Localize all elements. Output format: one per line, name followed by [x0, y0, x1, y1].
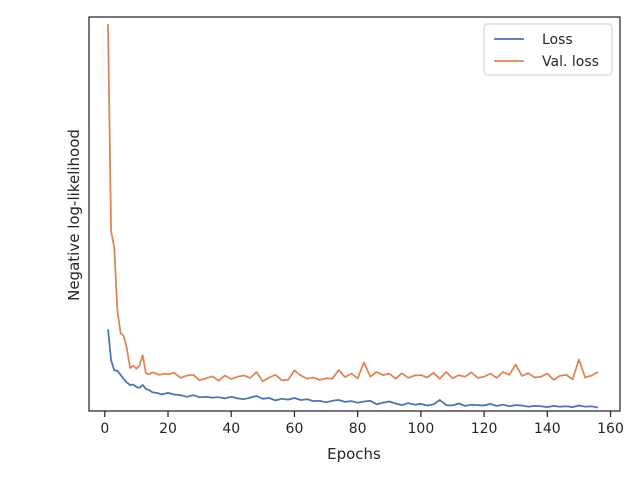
legend: Loss Val. loss [483, 23, 613, 76]
x-tick-label: 60 [286, 421, 304, 437]
x-axis: 0 20 40 60 80 100 120 140 160 [100, 411, 624, 437]
x-tick-label: 20 [159, 421, 177, 437]
x-tick-label: 40 [222, 421, 240, 437]
legend-label-loss: Loss [542, 32, 573, 48]
x-tick-label: 0 [100, 421, 109, 437]
legend-label-val-loss: Val. loss [542, 54, 599, 70]
x-tick-label: 120 [471, 421, 498, 437]
x-tick-label: 140 [534, 421, 561, 437]
axes-frame [88, 16, 621, 412]
x-tick-label: 100 [408, 421, 435, 437]
series-line-val-loss [107, 24, 599, 383]
plot-area [107, 24, 599, 409]
x-axis-label: Epochs [327, 445, 381, 463]
series-line-loss [107, 329, 599, 409]
legend-box [483, 23, 613, 76]
y-axis-label: Negative log-likelihood [65, 129, 83, 301]
x-tick-label: 80 [349, 421, 367, 437]
x-tick-label: 160 [597, 421, 624, 437]
